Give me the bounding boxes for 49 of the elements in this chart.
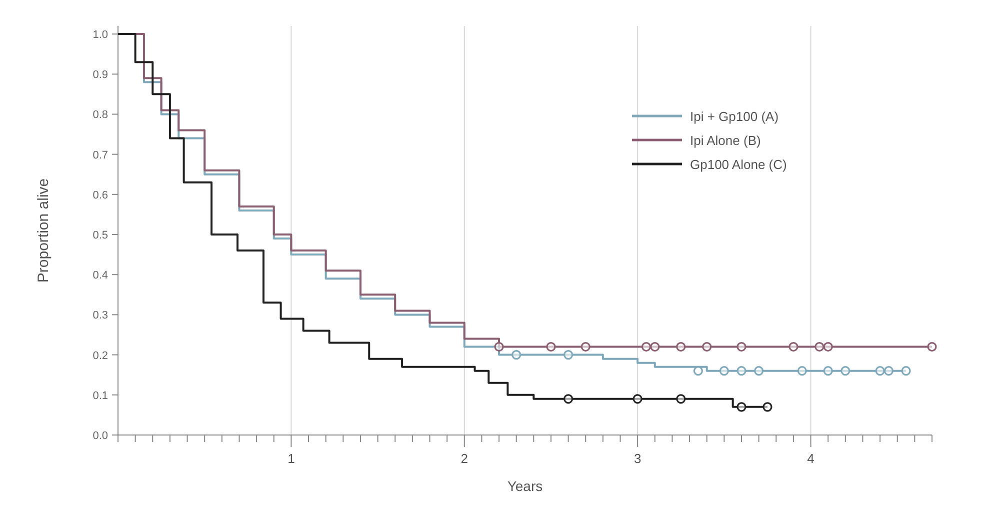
point xyxy=(762,402,772,412)
y-tick-label: 0.1 xyxy=(92,390,108,402)
point xyxy=(641,342,652,352)
point xyxy=(564,394,574,404)
point xyxy=(702,342,712,352)
legend-label: Ipi + Gp100 (A) xyxy=(690,109,779,124)
x-tick-label: 3 xyxy=(634,451,642,466)
point xyxy=(736,366,746,376)
point xyxy=(512,350,522,360)
y-tick-label: 0.4 xyxy=(92,270,108,282)
point xyxy=(546,342,556,352)
point xyxy=(814,342,824,352)
y-axis-title: Proportion alive xyxy=(35,178,52,283)
point xyxy=(564,350,574,360)
point xyxy=(693,366,703,376)
point xyxy=(901,366,911,376)
y-tick-label: 0.9 xyxy=(92,69,108,82)
legend-label: Ipi Alone (B) xyxy=(690,133,761,148)
x-tick-label: 4 xyxy=(807,451,814,466)
point xyxy=(797,366,807,376)
point xyxy=(736,402,746,412)
point xyxy=(884,366,894,376)
point xyxy=(840,366,850,376)
point xyxy=(494,342,504,352)
point xyxy=(788,342,798,352)
point xyxy=(823,366,833,376)
point xyxy=(719,366,729,376)
y-tick-label: 0.7 xyxy=(92,149,108,162)
point xyxy=(580,342,590,352)
legend-label: Gp100 Alone (C) xyxy=(690,157,787,172)
y-tick-label: 0.3 xyxy=(92,310,108,322)
point xyxy=(875,366,885,376)
point xyxy=(736,342,746,352)
y-tick-label: 0.6 xyxy=(92,189,108,202)
point xyxy=(632,394,642,404)
y-tick-label: 0.2 xyxy=(92,350,108,362)
y-tick-label: 1.0 xyxy=(92,29,108,42)
y-tick-label: 0.8 xyxy=(92,109,108,122)
point xyxy=(754,366,764,376)
x-tick-label: 1 xyxy=(288,451,295,466)
point xyxy=(927,342,937,352)
y-tick-label: 0.5 xyxy=(92,230,108,242)
point xyxy=(823,342,833,352)
point xyxy=(676,342,686,352)
point xyxy=(650,342,660,352)
point xyxy=(676,394,686,404)
x-axis-title: Years xyxy=(507,478,543,494)
x-tick-label: 2 xyxy=(460,451,468,466)
y-tick-label: 0.0 xyxy=(92,430,108,442)
